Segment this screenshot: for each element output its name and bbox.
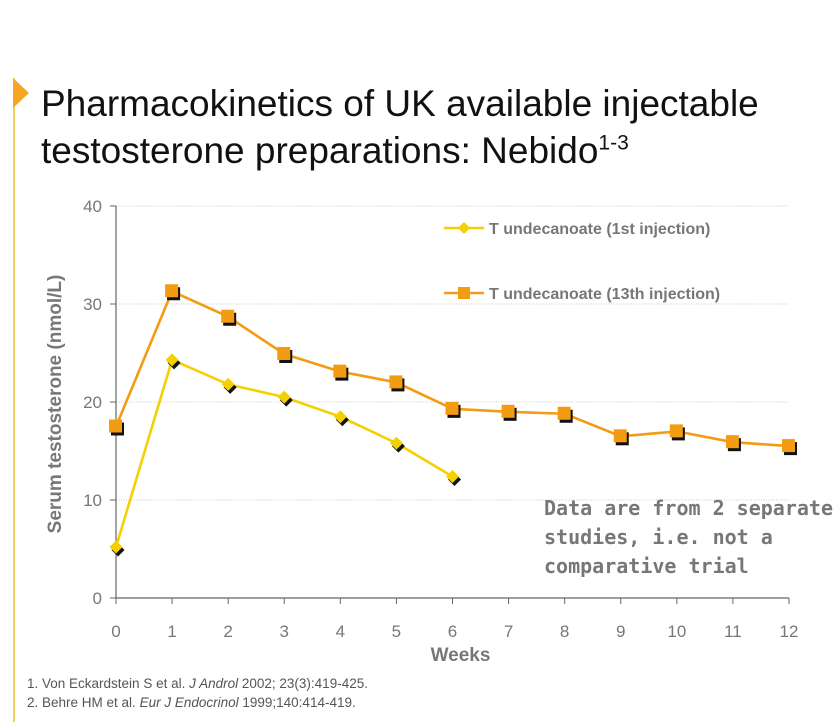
study-note-line-1: Data are from 2 separate — [544, 496, 833, 520]
marker-face — [333, 410, 347, 424]
study-note-line-2: studies, i.e. not a — [544, 525, 773, 549]
data-point-s2-x4 — [333, 364, 349, 381]
marker-face — [782, 439, 795, 453]
x-tick-label: 3 — [280, 622, 289, 641]
reference-1-citation: 2002; 23(3):419-425. — [238, 676, 368, 691]
title-bullet-marker — [13, 78, 29, 108]
data-point-s2-x3 — [277, 346, 293, 363]
x-tick-label: 1 — [167, 622, 176, 641]
slide-title-superscript: 1-3 — [598, 131, 629, 155]
reference-2: 2. Behre HM et al. Eur J Endocrinol 1999… — [27, 693, 368, 712]
x-axis-title: Weeks — [431, 645, 491, 666]
data-point-s2-x9 — [613, 429, 629, 446]
reference-2-authors: 2. Behre HM et al. — [27, 695, 140, 710]
legend: T undecanoate (1st injection) T undecanoa… — [444, 221, 720, 303]
marker-face — [389, 375, 403, 389]
marker-face — [221, 377, 235, 391]
series-lines — [109, 284, 797, 557]
marker-face — [725, 435, 739, 449]
data-point-s2-x12 — [782, 439, 797, 456]
data-point-s2-x10 — [669, 424, 685, 441]
series-line-2 — [114, 289, 790, 448]
marker-face — [557, 406, 571, 420]
marker-face — [501, 404, 515, 418]
x-tick-label: 6 — [448, 622, 457, 641]
y-tick-label: 40 — [83, 197, 102, 216]
y-tick-label: 20 — [83, 393, 102, 412]
reference-2-journal: Eur J Endocrinol — [139, 695, 239, 710]
x-tick-label: 12 — [780, 622, 799, 641]
data-point-s2-x5 — [389, 375, 405, 392]
x-tick-label: 4 — [336, 622, 345, 641]
marker-face — [389, 436, 403, 450]
data-point-s2-x1 — [165, 284, 181, 301]
x-tick-label: 10 — [667, 622, 686, 641]
data-point-s2-x7 — [501, 404, 517, 421]
y-tick-label: 10 — [83, 491, 102, 510]
y-axis-title: Serum testosterone (nmol/L) — [45, 275, 66, 534]
data-point-s1-x5 — [389, 436, 405, 453]
marker-face — [165, 353, 179, 367]
legend-marker-square — [458, 287, 470, 299]
y-tick-label: 0 — [93, 589, 102, 608]
data-point-s1-x6 — [446, 469, 461, 486]
marker-face — [613, 429, 627, 443]
marker-face — [333, 364, 347, 378]
marker-face — [109, 540, 123, 554]
data-point-s1-x4 — [333, 410, 349, 427]
legend-label-2: T undecanoate (13th injection) — [489, 286, 720, 303]
data-point-s2-x8 — [557, 406, 573, 423]
x-tick-label: 11 — [724, 622, 742, 641]
study-note-line-3: comparative trial — [544, 554, 749, 578]
data-point-s2-x2 — [221, 309, 237, 326]
reference-1-journal: J Androl — [189, 676, 239, 691]
x-tick-label: 9 — [616, 622, 625, 641]
x-tick-label: 0 — [111, 622, 120, 641]
data-point-s2-x11 — [725, 435, 741, 452]
study-note: Data are from 2 separate studies, i.e. n… — [544, 494, 833, 581]
marker-face — [277, 390, 291, 404]
reference-1-authors: 1. Von Eckardstein S et al. — [27, 676, 190, 691]
slide-accent-rule — [13, 78, 15, 722]
data-point-s2-x6 — [445, 401, 461, 418]
x-tick-label: 5 — [392, 622, 401, 641]
x-tick-label: 7 — [504, 622, 513, 641]
y-tick-label: 30 — [83, 295, 102, 314]
slide-title-main: Pharmacokinetics of UK available injecta… — [41, 83, 759, 171]
marker-face — [277, 346, 291, 360]
reference-2-citation: 1999;140:414-419. — [238, 695, 356, 710]
slide-title: Pharmacokinetics of UK available injecta… — [41, 80, 821, 174]
data-point-s1-x2 — [221, 377, 237, 394]
x-tick-label: 8 — [560, 622, 569, 641]
marker-face — [446, 469, 459, 483]
data-point-s1-x1 — [165, 353, 181, 370]
x-tick-label: 2 — [223, 622, 232, 641]
marker-face — [669, 424, 683, 438]
references: 1. Von Eckardstein S et al. J Androl 200… — [27, 674, 368, 712]
legend-label-1: T undecanoate (1st injection) — [489, 221, 710, 238]
reference-1: 1. Von Eckardstein S et al. J Androl 200… — [27, 674, 368, 693]
data-point-s1-x3 — [277, 390, 293, 407]
marker-face — [221, 309, 235, 323]
data-point-s1-x0 — [109, 540, 125, 557]
legend-marker-diamond — [458, 222, 470, 234]
marker-face — [445, 401, 459, 415]
marker-face — [109, 419, 122, 433]
grid-lines — [116, 205, 789, 501]
data-point-s2-x0 — [109, 419, 124, 436]
marker-face — [165, 284, 179, 298]
